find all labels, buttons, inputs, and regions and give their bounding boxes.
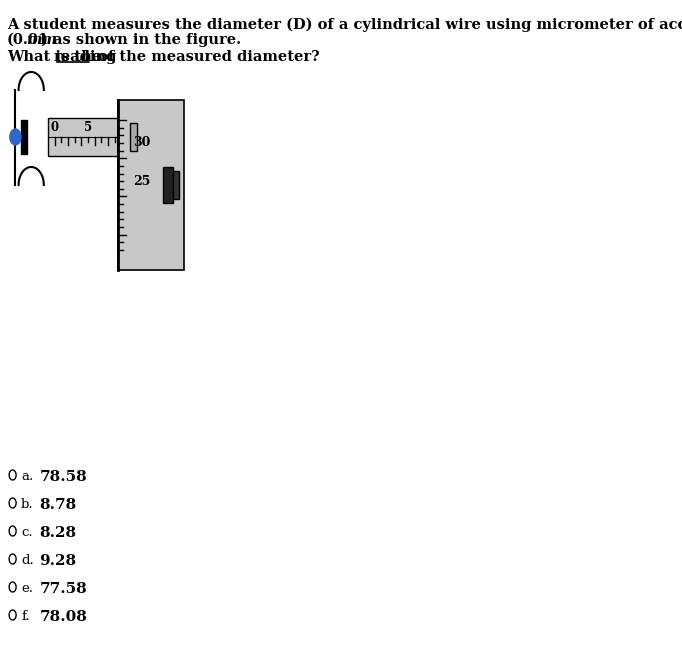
Text: 77.58: 77.58 bbox=[40, 582, 87, 596]
Bar bbox=[48, 118, 128, 156]
Text: 8.28: 8.28 bbox=[40, 526, 76, 540]
Circle shape bbox=[10, 129, 21, 145]
Text: e.: e. bbox=[21, 582, 33, 595]
Text: reading: reading bbox=[54, 50, 117, 64]
Bar bbox=[130, 123, 137, 151]
Text: 5: 5 bbox=[84, 121, 92, 134]
Text: ) as shown in the figure.: ) as shown in the figure. bbox=[41, 33, 241, 47]
Bar bbox=[164, 167, 173, 203]
Text: 78.58: 78.58 bbox=[40, 470, 87, 484]
Text: 25: 25 bbox=[133, 174, 151, 188]
Text: 78.08: 78.08 bbox=[40, 610, 87, 624]
Text: d.: d. bbox=[21, 554, 34, 567]
Text: What is the: What is the bbox=[7, 50, 106, 64]
Text: 30: 30 bbox=[133, 136, 151, 150]
Text: 8.78: 8.78 bbox=[40, 498, 76, 512]
Text: (0.01: (0.01 bbox=[7, 33, 49, 47]
Text: 9.28: 9.28 bbox=[40, 554, 76, 568]
Text: b.: b. bbox=[21, 498, 33, 511]
Text: c.: c. bbox=[21, 526, 33, 539]
Bar bbox=[173, 171, 179, 199]
Text: of the measured diameter?: of the measured diameter? bbox=[93, 50, 320, 64]
Bar bbox=[21, 120, 27, 154]
Text: a.: a. bbox=[21, 470, 33, 483]
Bar bbox=[118, 100, 184, 270]
Text: mm: mm bbox=[26, 33, 57, 47]
Text: A student measures the diameter (D) of a cylindrical wire using micrometer of ac: A student measures the diameter (D) of a… bbox=[7, 18, 682, 32]
Text: f.: f. bbox=[21, 610, 29, 623]
Text: 0: 0 bbox=[50, 121, 59, 134]
